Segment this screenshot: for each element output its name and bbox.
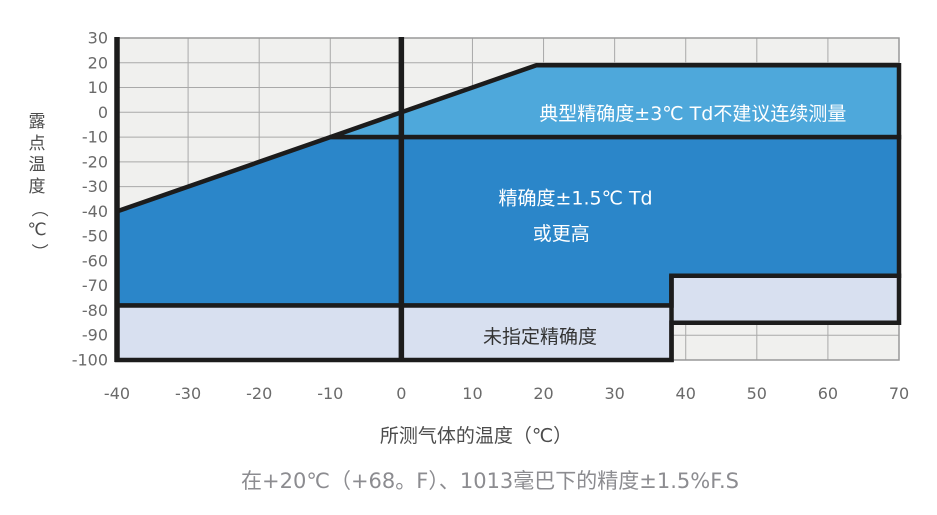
x-tick-label: -40: [104, 384, 130, 403]
y-tick-label: -80: [82, 301, 108, 320]
y-tick-label: -90: [82, 326, 108, 345]
y-tick-label: 30: [88, 29, 108, 48]
y-axis-title-char: （: [27, 200, 48, 218]
y-axis-title-char: 点: [28, 133, 46, 154]
y-tick-label: 20: [88, 53, 108, 72]
y-axis-title-char: ）: [27, 243, 48, 261]
y-tick-label: -20: [82, 152, 108, 171]
y-axis-title: 露点温度 （℃ ）: [20, 112, 54, 263]
y-tick-label: -10: [82, 128, 108, 147]
y-axis-title-char: 露: [28, 112, 46, 132]
regions-layer: [114, 62, 902, 363]
x-tick-label: 10: [462, 384, 482, 403]
x-tick-label: -10: [317, 384, 343, 403]
chart-caption: 在+20℃（+68。F）、1013毫巴下的精度±1.5%F.S: [241, 469, 739, 493]
typical-accuracy-region-label: 典型精确度±3℃ Td不建议连续测量: [539, 103, 846, 125]
y-tick-label: -70: [82, 276, 108, 295]
x-tick-label: 0: [396, 384, 406, 403]
x-tick-label: 50: [747, 384, 767, 403]
y-axis-title-char: ℃: [27, 219, 47, 240]
tick-labels-layer: 3020100-10-20-30-40-50-60-70-80-90-100-4…: [72, 29, 909, 404]
x-tick-label: 20: [533, 384, 553, 403]
y-tick-label: -40: [82, 202, 108, 221]
y-tick-label: -50: [82, 227, 108, 246]
x-tick-label: -20: [246, 384, 272, 403]
y-tick-label: -60: [82, 251, 108, 270]
x-tick-label: 40: [676, 384, 696, 403]
y-tick-label: -30: [82, 177, 108, 196]
y-axis-title-char: 度: [28, 176, 46, 197]
high-accuracy-region-label: 或更高: [533, 223, 590, 245]
x-axis-title: 所测气体的温度（℃）: [379, 425, 573, 447]
axis-lines-layer: [114, 37, 674, 362]
unspecified-accuracy-region-label: 未指定精确度: [483, 326, 597, 348]
high-accuracy-region-label: 精确度±1.5℃ Td: [498, 187, 652, 209]
y-tick-label: 10: [88, 78, 108, 97]
x-tick-label: 70: [889, 384, 909, 403]
y-tick-label: -100: [72, 351, 108, 370]
x-tick-label: 30: [604, 384, 624, 403]
y-tick-label: 0: [98, 103, 108, 122]
x-tick-label: -30: [175, 384, 201, 403]
x-tick-label: 60: [818, 384, 838, 403]
y-axis-title-char: 温: [28, 155, 46, 175]
